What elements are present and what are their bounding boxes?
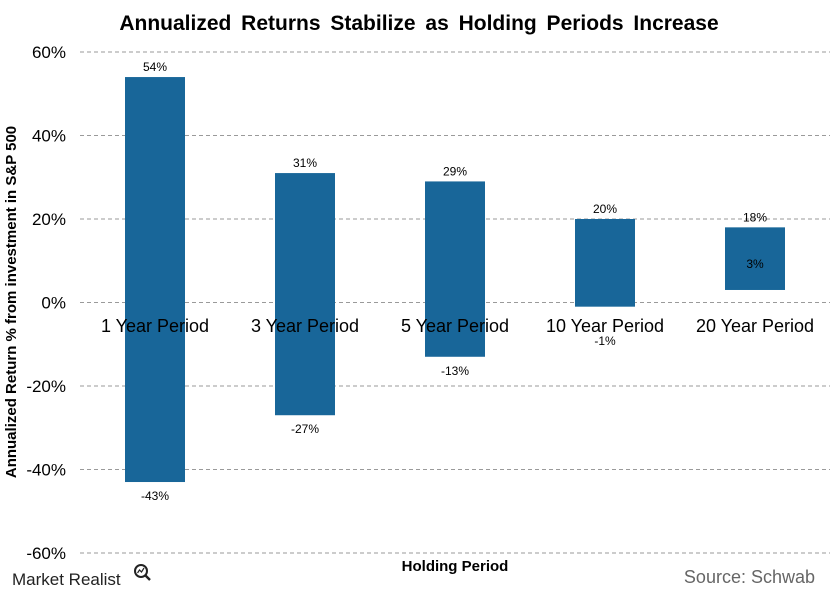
- data-label-high: 54%: [143, 60, 167, 74]
- y-tick-label: -20%: [26, 377, 66, 396]
- magnifier-icon: [134, 564, 151, 581]
- x-axis-label: Holding Period: [402, 558, 509, 575]
- data-label-high: 18%: [743, 210, 767, 224]
- data-label-low: -27%: [291, 422, 319, 436]
- y-tick-label: 20%: [32, 210, 66, 229]
- source-note: Source: Schwab: [684, 567, 815, 587]
- data-label-high: 31%: [293, 156, 317, 170]
- y-axis-ticks: 60% 40% 20% 0% -20% -40% -60%: [26, 43, 66, 563]
- y-tick-label: 0%: [41, 294, 66, 313]
- category-label: 1 Year Period: [101, 316, 209, 336]
- y-axis-label: Annualized Return % from investment in S…: [3, 126, 20, 478]
- data-label-low: -13%: [441, 364, 469, 378]
- data-label-low: -43%: [141, 489, 169, 503]
- bar-range: [275, 173, 335, 416]
- logo-text: Market Realist: [12, 570, 121, 589]
- data-label-high: 29%: [443, 164, 467, 178]
- y-tick-label: 40%: [32, 127, 66, 146]
- category-label: 3 Year Period: [251, 316, 359, 336]
- data-labels: 54% -43% 31% -27% 29% -13% 20% -1% 18% 3%: [141, 60, 767, 503]
- bar-range: [425, 181, 485, 357]
- bars: [125, 77, 785, 483]
- y-tick-label: -60%: [26, 544, 66, 563]
- category-label: 5 Year Period: [401, 316, 509, 336]
- y-tick-label: 60%: [32, 43, 66, 62]
- y-tick-label: -40%: [26, 461, 66, 480]
- logo: Market Realist: [12, 564, 151, 589]
- category-label: 10 Year Period: [546, 316, 664, 336]
- bar-range: [725, 227, 785, 290]
- data-label-low: 3%: [746, 257, 764, 271]
- data-label-high: 20%: [593, 202, 617, 216]
- category-labels: 1 Year Period 3 Year Period 5 Year Period 1…: [101, 316, 814, 336]
- bar-range: [575, 219, 635, 307]
- chart-title: Annualized Returns Stabilize as Holding …: [119, 12, 718, 35]
- data-label-low: -1%: [594, 334, 616, 348]
- category-label: 20 Year Period: [696, 316, 814, 336]
- bar-range: [125, 77, 185, 483]
